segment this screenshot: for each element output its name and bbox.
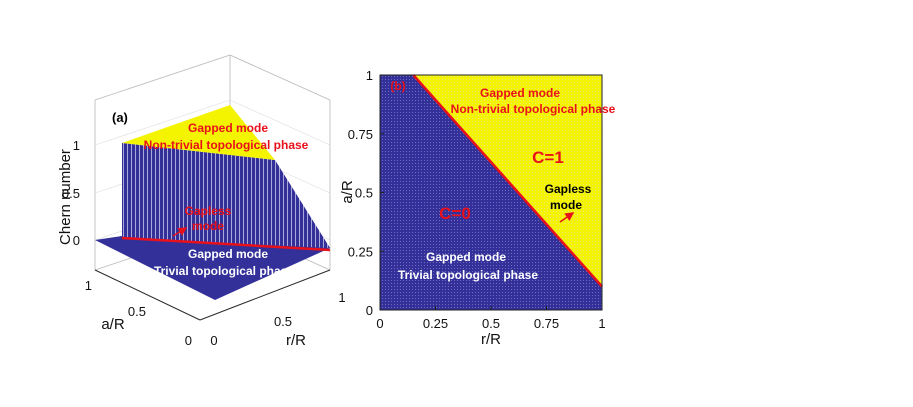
b-x-tick-label: 0.25 <box>423 316 448 331</box>
y-tick-1: 1 <box>85 278 92 293</box>
b-x-tick-label: 0.75 <box>534 316 559 331</box>
a-gapless-arrow <box>172 227 188 237</box>
b-x-tick-label: 0.5 <box>482 316 500 331</box>
b-gapless-arrow <box>559 212 575 223</box>
region-c0 <box>380 75 602 310</box>
b-panel-label: (b) <box>390 79 405 93</box>
panel-label-a: (a) <box>112 110 128 125</box>
x-axis-label: r/R <box>286 332 306 349</box>
front-axes <box>94 269 331 321</box>
a-gapped-bottom-1: Gapped mode <box>188 247 268 261</box>
z-tick-0: 0 <box>73 233 80 248</box>
b-x-axis-label: r/R <box>481 331 501 348</box>
b-x-tick-label: 1 <box>598 316 605 331</box>
z-tick-1: 1 <box>73 138 80 153</box>
nontrivial-phase-plane <box>122 105 275 160</box>
b-y-tick-label: 0.25 <box>348 244 373 259</box>
y-axis-label: a/R <box>101 316 125 333</box>
a-gapless-2: mode <box>192 219 224 233</box>
b-gapless-1: Gapless <box>545 182 592 196</box>
b-y-axis-label: a/R <box>339 180 356 204</box>
y-tick-0.5: 0.5 <box>128 304 146 319</box>
b-tick-group: 0 0.25 0.5 0.75 1 0 0.25 0.5 0.75 1 <box>348 68 606 331</box>
b-y-tick-label: 1 <box>366 68 373 83</box>
b-x-tick-label: 0 <box>376 316 383 331</box>
a-gapless-1: Gapless <box>185 204 232 218</box>
panel-b-heatmap: 0 0.25 0.5 0.75 1 0 0.25 0.5 0.75 1 r/R a/R (b) G… <box>339 68 616 348</box>
b-c0-label: C=0 <box>439 204 471 223</box>
a-gapped-top-1: Gapped mode <box>188 121 268 135</box>
y-tick-0: 0 <box>185 333 192 348</box>
x-tick-1: 1 <box>338 290 345 305</box>
phase-boundary-line <box>121 236 331 252</box>
panel-a-3d-chart: (a) 1 0.5 0 Chern number 1 0.5 0 a/R 0 0… <box>57 54 346 349</box>
b-gapped-top-2: Non-trivial topological phase <box>451 102 616 116</box>
z-axis-label: Chern number <box>57 149 74 245</box>
a-gapped-bottom-2: Trivial topological phase <box>154 264 294 278</box>
b-y-tick-label: 0.5 <box>355 186 373 201</box>
b-gapped-bottom-1: Gapped mode <box>426 250 506 264</box>
phase-boundary-line-b <box>412 74 603 288</box>
z-tick-0.5: 0.5 <box>62 186 80 201</box>
b-c1-label: C=1 <box>532 148 564 167</box>
x-tick-0: 0 <box>210 333 217 348</box>
b-y-tick-label: 0.75 <box>348 127 373 142</box>
transition-wall <box>122 143 330 248</box>
a-gapped-top-2: Non-trivial topological phase <box>144 138 309 152</box>
x-tick-0.5: 0.5 <box>274 314 292 329</box>
b-gapped-bottom-2: Trivial topological phase <box>398 268 538 282</box>
b-y-tick-label: 0 <box>366 303 373 318</box>
b-gapped-top-1: Gapped mode <box>480 86 560 100</box>
b-gapless-2: mode <box>550 198 582 212</box>
